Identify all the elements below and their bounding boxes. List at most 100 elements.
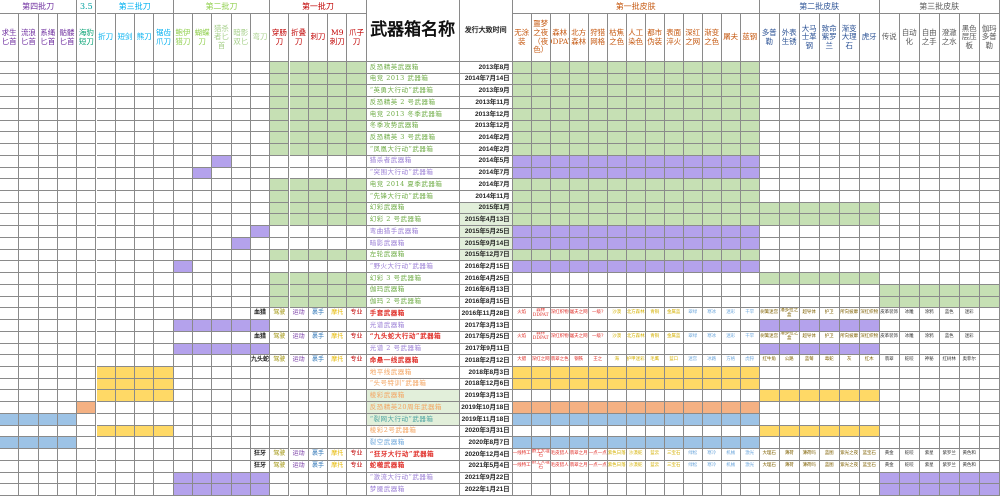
grid-cell[interactable] (626, 273, 646, 285)
grid-cell[interactable] (959, 366, 980, 379)
grid-cell[interactable] (38, 472, 58, 485)
grid-cell[interactable] (531, 472, 551, 485)
grid-cell[interactable] (77, 120, 97, 133)
grid-cell[interactable] (799, 97, 820, 109)
release-date[interactable]: 2020年8月7日 (459, 437, 513, 450)
grid-cell[interactable] (759, 108, 780, 121)
grid-cell[interactable] (115, 73, 136, 86)
grid-cell[interactable] (588, 366, 608, 379)
grid-cell[interactable] (550, 378, 570, 391)
grid-cell[interactable] (270, 343, 290, 356)
grid-cell[interactable] (799, 191, 820, 203)
grid-cell[interactable] (193, 261, 213, 274)
grid-cell[interactable] (899, 167, 920, 180)
grid-cell[interactable] (231, 460, 251, 473)
grid-cell[interactable] (683, 62, 703, 74)
grid-cell[interactable] (626, 167, 646, 180)
glove-type[interactable]: 运动 (289, 449, 309, 461)
grid-cell[interactable] (899, 97, 920, 109)
grid-cell[interactable] (115, 378, 136, 391)
grid-cell[interactable] (702, 62, 722, 74)
grid-cell[interactable] (799, 155, 820, 168)
grid-cell[interactable] (250, 425, 271, 438)
grid-cell[interactable] (38, 73, 58, 86)
grid-cell[interactable] (328, 237, 348, 250)
grid-cell[interactable] (57, 97, 78, 109)
grid-cell[interactable] (819, 167, 840, 180)
grid-cell[interactable] (193, 73, 213, 86)
grid-cell[interactable] (664, 62, 684, 74)
release-date[interactable]: 2022年1月21日 (459, 484, 513, 496)
grid-cell[interactable] (154, 284, 174, 297)
skin-name[interactable]: 激光 (740, 460, 760, 473)
grid-cell[interactable] (347, 73, 367, 86)
grid-cell[interactable] (721, 155, 741, 168)
grid-cell[interactable] (347, 472, 367, 485)
grid-cell[interactable] (919, 437, 940, 450)
grid-cell[interactable] (512, 343, 532, 356)
column-header[interactable]: 穿肠刀 (270, 14, 290, 62)
grid-cell[interactable] (347, 97, 367, 109)
grid-cell[interactable] (939, 437, 960, 450)
grid-cell[interactable] (115, 366, 136, 379)
grid-cell[interactable] (569, 155, 589, 168)
release-date[interactable]: 2014年7月14日 (459, 73, 513, 86)
glove-type[interactable]: 摩托 (328, 308, 348, 321)
grid-cell[interactable] (19, 249, 39, 262)
grid-cell[interactable] (173, 202, 193, 215)
grid-cell[interactable] (115, 425, 136, 438)
skin-name[interactable]: 红树林 (939, 355, 960, 367)
grid-cell[interactable] (19, 484, 39, 496)
grid-cell[interactable] (250, 390, 271, 403)
grid-cell[interactable] (721, 413, 741, 426)
grid-cell[interactable] (512, 296, 532, 309)
grid-cell[interactable] (588, 191, 608, 203)
grid-cell[interactable] (308, 191, 329, 203)
grid-cell[interactable] (96, 214, 116, 227)
grid-cell[interactable] (799, 273, 820, 285)
grid-cell[interactable] (550, 284, 570, 297)
grid-cell[interactable] (740, 402, 760, 414)
grid-cell[interactable] (347, 378, 367, 391)
grid-cell[interactable] (740, 155, 760, 168)
grid-cell[interactable] (270, 284, 290, 297)
grid-cell[interactable] (38, 425, 58, 438)
grid-cell[interactable] (859, 472, 880, 485)
grid-cell[interactable] (231, 144, 251, 156)
grid-cell[interactable] (19, 413, 39, 426)
grid-cell[interactable] (96, 73, 116, 86)
grid-cell[interactable] (839, 425, 860, 438)
grid-cell[interactable] (899, 472, 920, 485)
grid-cell[interactable] (702, 390, 722, 403)
grid-cell[interactable] (959, 413, 980, 426)
grid-cell[interactable] (193, 249, 213, 262)
grid-cell[interactable] (19, 460, 39, 473)
skin-name[interactable]: 蓝宝石 (859, 449, 880, 461)
grid-cell[interactable] (839, 413, 860, 426)
grid-cell[interactable] (19, 449, 39, 461)
grid-cell[interactable] (645, 437, 665, 450)
release-date[interactable]: 2014年7月 (459, 179, 513, 192)
grid-cell[interactable] (779, 249, 800, 262)
grid-cell[interactable] (740, 296, 760, 309)
grid-cell[interactable] (115, 296, 136, 309)
grid-cell[interactable] (115, 390, 136, 403)
grid-cell[interactable] (38, 378, 58, 391)
grid-cell[interactable] (740, 97, 760, 109)
grid-cell[interactable] (799, 296, 820, 309)
grid-cell[interactable] (308, 378, 329, 391)
skin-name[interactable]: 紫光之夜 (839, 460, 860, 473)
grid-cell[interactable] (740, 343, 760, 356)
grid-cell[interactable] (645, 132, 665, 145)
grid-cell[interactable] (879, 179, 900, 192)
grid-cell[interactable] (531, 155, 551, 168)
grid-cell[interactable] (135, 284, 155, 297)
grid-cell[interactable] (115, 120, 136, 133)
grid-cell[interactable] (799, 366, 820, 379)
grid-cell[interactable] (859, 261, 880, 274)
grid-cell[interactable] (57, 355, 78, 367)
skin-name[interactable]: 深红织物 (859, 308, 880, 321)
grid-cell[interactable] (588, 472, 608, 485)
grid-cell[interactable] (664, 179, 684, 192)
grid-cell[interactable] (19, 296, 39, 309)
